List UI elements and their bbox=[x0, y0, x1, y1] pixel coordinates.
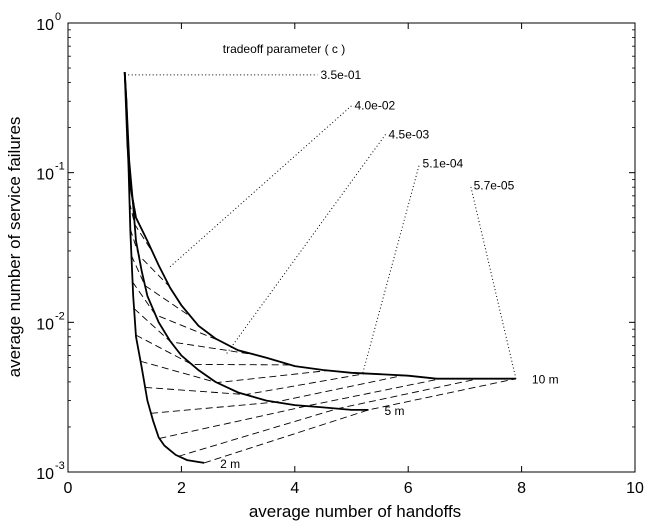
parameter-line bbox=[159, 378, 441, 439]
x-ticks: 0 2 4 6 8 10 bbox=[64, 23, 644, 497]
x-tick-label: 8 bbox=[517, 480, 526, 497]
y-tick-label: 10 bbox=[36, 17, 54, 34]
parameter-line bbox=[203, 378, 517, 464]
series-line-2-m bbox=[123, 72, 205, 464]
y-tick-exponent: -3 bbox=[55, 460, 65, 472]
parameter-line bbox=[178, 378, 479, 457]
y-axis-label: average number of service failures bbox=[5, 117, 24, 378]
annotation-label: 5.7e-05 bbox=[474, 179, 515, 193]
x-tick-label: 6 bbox=[404, 480, 413, 497]
parameter-line bbox=[133, 308, 255, 356]
y-tick-exponent: -1 bbox=[55, 161, 65, 173]
series-labels: 10 m 5 m 2 m bbox=[220, 373, 559, 471]
parameter-lines bbox=[126, 122, 517, 464]
series-label-2-m: 2 m bbox=[220, 457, 240, 471]
parameter-line bbox=[145, 373, 366, 396]
annotation-label: 4.5e-03 bbox=[389, 127, 430, 141]
series-line-10-m bbox=[123, 72, 516, 380]
parameter-line bbox=[135, 334, 291, 366]
annotation-label: 4.0e-02 bbox=[355, 99, 396, 113]
annotation-leader bbox=[226, 134, 386, 354]
series-label-5-m: 5 m bbox=[385, 404, 405, 418]
y-tick-label: 10 bbox=[36, 466, 54, 483]
annotation-label: 3.5e-01 bbox=[320, 68, 361, 82]
x-axis-label: average number of handoffs bbox=[249, 502, 461, 521]
series-line-5-m bbox=[123, 72, 369, 411]
series-label-10-m: 10 m bbox=[532, 373, 559, 387]
annotation-label: 5.1e-04 bbox=[423, 157, 464, 171]
annotation-labels: 3.5e-01 4.0e-02 4.5e-03 5.1e-04 5.7e-05 bbox=[320, 68, 514, 193]
y-tick-exponent: -2 bbox=[55, 310, 65, 322]
x-tick-label: 4 bbox=[290, 480, 299, 497]
x-tick-label: 2 bbox=[177, 480, 186, 497]
y-tick-label: 10 bbox=[36, 167, 54, 184]
annotation-leaders bbox=[124, 74, 517, 379]
legend-title: tradeoff parameter ( c ) bbox=[223, 42, 346, 56]
y-tick-exponent: 0 bbox=[55, 11, 61, 23]
annotation-leader bbox=[470, 185, 517, 379]
x-tick-label: 10 bbox=[626, 480, 644, 497]
annotation-leader bbox=[362, 163, 421, 373]
x-tick-label: 0 bbox=[64, 480, 73, 497]
annotation-leader bbox=[169, 105, 352, 268]
y-tick-label: 10 bbox=[36, 316, 54, 333]
plot-frame bbox=[67, 22, 636, 473]
series-curves bbox=[123, 72, 516, 464]
